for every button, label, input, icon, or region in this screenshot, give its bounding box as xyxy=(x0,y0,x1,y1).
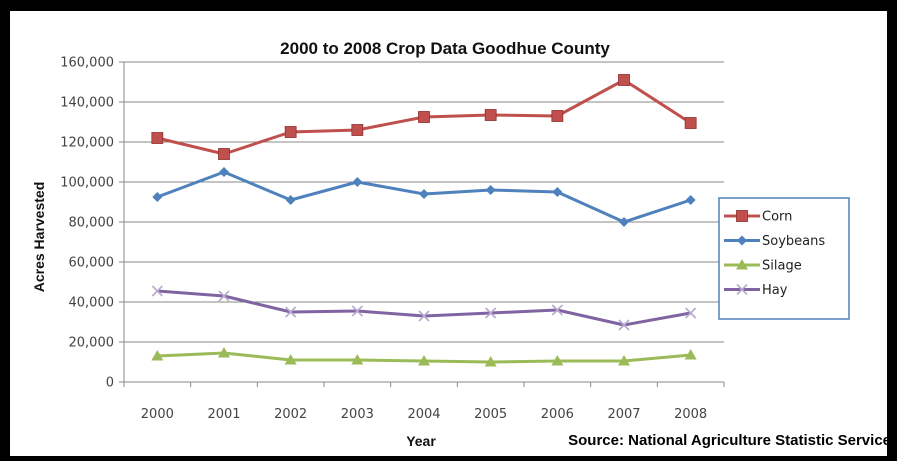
y-tick-label: 0 xyxy=(106,376,114,391)
data-point-silage xyxy=(618,355,630,366)
data-point-silage xyxy=(351,354,364,365)
data-point-corn xyxy=(151,132,164,144)
series-hay xyxy=(151,285,697,331)
data-point-soybeans xyxy=(152,192,163,202)
legend-item-silage: Silage xyxy=(724,259,802,274)
legend-marker-silage xyxy=(736,259,748,270)
legend-label-hay: Hay xyxy=(762,283,788,298)
legend-marker-hay xyxy=(736,283,748,296)
data-point-soybeans xyxy=(485,185,496,195)
legend-label-silage: Silage xyxy=(762,259,802,274)
data-point-hay xyxy=(151,285,163,297)
series-line-hay xyxy=(157,289,691,327)
x-tick-label: 2002 xyxy=(274,407,307,422)
y-axis-label: Acres Harvested xyxy=(31,182,47,293)
y-tick-label: 40,000 xyxy=(69,296,115,311)
data-point-hay xyxy=(551,304,563,316)
legend-marker-soybeans xyxy=(737,235,747,246)
data-point-soybeans xyxy=(285,195,296,205)
data-point-corn xyxy=(351,124,364,136)
data-point-soybeans xyxy=(685,195,696,205)
data-point-soybeans xyxy=(419,189,429,199)
data-point-corn xyxy=(684,117,697,129)
x-tick-label: 2007 xyxy=(607,407,640,422)
x-tick-label: 2000 xyxy=(141,407,174,422)
data-point-corn xyxy=(618,74,630,86)
data-point-hay xyxy=(285,306,297,318)
data-point-silage xyxy=(284,354,297,365)
data-point-hay xyxy=(485,307,497,319)
data-point-corn xyxy=(484,109,497,121)
data-point-hay xyxy=(618,319,630,331)
data-point-silage xyxy=(218,347,230,358)
x-tick-label: 2006 xyxy=(541,407,574,422)
gridlines xyxy=(124,61,724,343)
legend-item-corn: Corn xyxy=(724,210,792,225)
data-point-corn xyxy=(551,110,564,122)
series-silage xyxy=(151,347,697,367)
series-corn xyxy=(151,74,697,160)
x-tick-label: 2008 xyxy=(674,407,707,422)
chart-title: 2000 to 2008 Crop Data Goodhue County xyxy=(280,39,610,58)
legend-item-soybeans: Soybeans xyxy=(724,234,825,249)
source-note: Source: National Agriculture Statistic S… xyxy=(568,432,891,449)
data-point-soybeans xyxy=(352,177,363,187)
legend-label-soybeans: Soybeans xyxy=(762,234,825,249)
data-point-soybeans xyxy=(219,167,229,177)
data-point-soybeans xyxy=(619,217,629,227)
y-tick-label: 80,000 xyxy=(69,216,115,231)
data-point-hay xyxy=(351,305,363,317)
legend-item-hay: Hay xyxy=(724,283,788,298)
legend: Corn Soybeans Silage Hay xyxy=(718,197,850,320)
data-point-silage xyxy=(151,350,164,361)
data-point-silage xyxy=(551,355,564,366)
series-group xyxy=(151,74,697,367)
x-tick-label: 2003 xyxy=(341,407,374,422)
data-point-soybeans xyxy=(552,187,563,197)
data-point-hay xyxy=(218,290,230,302)
data-point-corn xyxy=(418,111,430,123)
x-tick-label: 2001 xyxy=(207,407,240,422)
y-axis-ticks: 0 20,000 40,000 60,000 80,000 100,000 120,000 1… xyxy=(60,56,124,391)
y-tick-label: 120,000 xyxy=(60,136,114,151)
y-tick-label: 100,000 xyxy=(60,176,114,191)
x-tick-label: 2004 xyxy=(407,407,440,422)
data-point-hay xyxy=(418,310,430,322)
data-point-corn xyxy=(284,126,297,138)
legend-marker-corn xyxy=(736,210,748,222)
x-tick-label: 2005 xyxy=(474,407,507,422)
data-point-corn xyxy=(218,148,230,160)
x-axis-label: Year xyxy=(406,433,436,449)
data-point-silage xyxy=(484,356,497,367)
y-tick-label: 60,000 xyxy=(69,256,115,271)
legend-label-corn: Corn xyxy=(762,210,792,225)
series-soybeans xyxy=(152,167,696,227)
x-axis-ticks: 2000 2001 2002 2003 2004 2005 2006 2007 2008 xyxy=(123,382,725,422)
y-tick-label: 20,000 xyxy=(69,336,115,351)
data-point-hay xyxy=(685,307,697,319)
y-tick-label: 160,000 xyxy=(60,56,114,71)
y-tick-label: 140,000 xyxy=(60,96,114,111)
data-point-silage xyxy=(418,355,430,366)
data-point-silage xyxy=(684,349,697,360)
